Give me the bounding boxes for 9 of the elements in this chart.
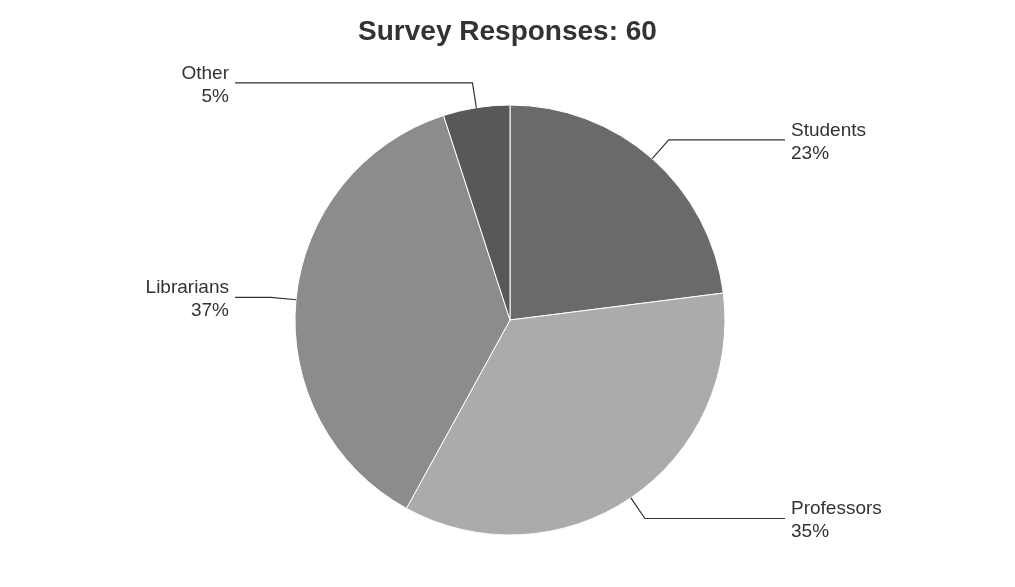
slice-label: Students: [791, 118, 866, 140]
data-label: 35%: [791, 520, 830, 542]
slice-label: Librarians: [145, 276, 229, 298]
data-label: 23%: [791, 141, 830, 163]
slice-label: Professors: [791, 497, 882, 519]
data-label: 5%: [201, 84, 230, 106]
data-label: 37%: [190, 299, 230, 321]
slice-label: Other: [181, 61, 230, 83]
chart-title: Survey Responses: 60: [358, 15, 657, 46]
